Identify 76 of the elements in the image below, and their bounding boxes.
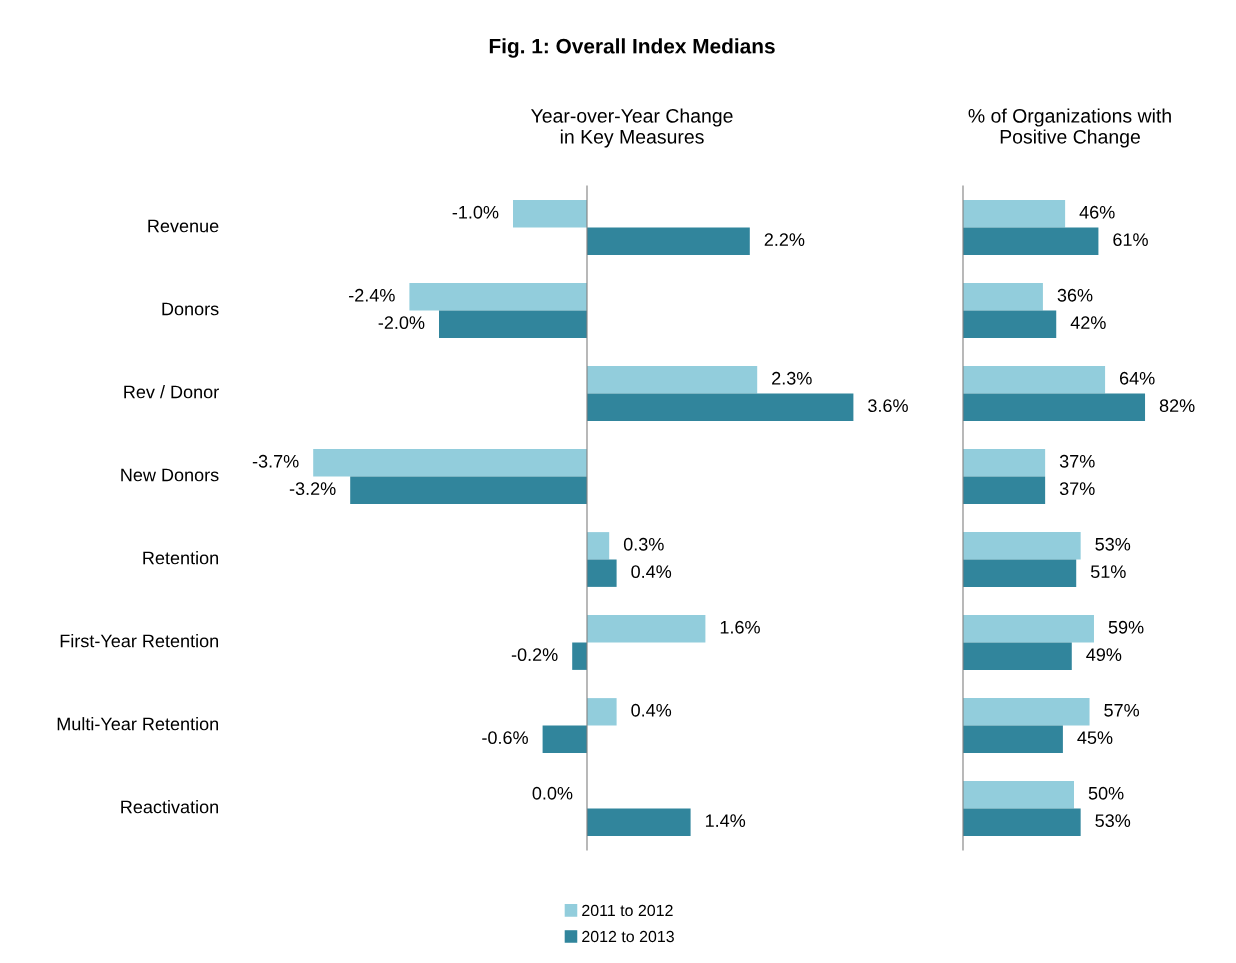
data-label: 1.6% [720, 620, 760, 634]
data-label: 2.2% [764, 233, 805, 246]
y-tick-label: Reactivation [121, 800, 218, 814]
bar [963, 642, 1072, 670]
y-tick-label: Multi-Year Retention [57, 717, 218, 731]
data-label: 3.6% [868, 399, 908, 413]
bar [963, 725, 1063, 753]
data-label: 49% [1086, 648, 1122, 662]
bar [963, 615, 1094, 643]
data-label: -1.0% [452, 205, 499, 219]
bar [963, 283, 1043, 311]
bar [587, 393, 854, 421]
bar [587, 227, 750, 255]
chart-subtitle: Year-over-Year Change in Key Measures [530, 108, 733, 148]
data-label: 42% [1070, 316, 1106, 329]
bar [963, 393, 1146, 421]
data-label: 57% [1104, 703, 1140, 717]
bar [963, 200, 1066, 228]
bar [587, 698, 617, 726]
bar [513, 200, 587, 228]
data-label: 53% [1095, 537, 1131, 551]
bar [963, 227, 1099, 255]
data-label: 50% [1088, 786, 1124, 800]
bar [963, 476, 1046, 504]
data-label: 59% [1108, 620, 1144, 634]
data-label: -0.2% [511, 648, 558, 662]
data-label: 0.4% [631, 565, 672, 579]
bar [587, 366, 758, 394]
bar [963, 366, 1106, 394]
bar [572, 642, 587, 670]
y-tick-label: First-Year Retention [60, 634, 219, 648]
data-label: 61% [1113, 233, 1148, 247]
data-label: 0.0% [532, 786, 573, 800]
chart-title: Fig. 1: Overall Index Medians [489, 38, 775, 58]
bar [587, 808, 691, 836]
bar [409, 283, 587, 311]
legend-label: 2011 to 2012 [582, 904, 673, 917]
bar [587, 615, 706, 643]
data-label: 37% [1059, 454, 1095, 468]
data-label: -3.2% [289, 482, 336, 496]
bar [963, 808, 1081, 836]
bar [439, 310, 587, 338]
data-label: 45% [1077, 731, 1113, 745]
bar [587, 559, 617, 587]
y-tick-label: New Donors [121, 468, 219, 482]
data-label: 0.4% [631, 703, 672, 717]
bar [963, 698, 1090, 726]
bar [542, 725, 587, 753]
bar [313, 449, 587, 477]
bar [963, 532, 1081, 560]
data-label: 51% [1090, 565, 1126, 579]
data-label: 46% [1079, 205, 1115, 219]
data-label: -2.0% [378, 316, 425, 330]
data-label: -2.4% [349, 288, 395, 302]
data-label: 37% [1059, 482, 1095, 496]
data-label: 82% [1159, 399, 1195, 413]
legend-label: 2012 to 2013 [582, 930, 674, 943]
y-tick-label: Revenue [148, 219, 219, 233]
bar [963, 310, 1057, 338]
data-label: 53% [1095, 814, 1131, 828]
bar [963, 559, 1077, 587]
bar [963, 449, 1046, 477]
data-label: 0.3% [623, 537, 664, 551]
data-label: 36% [1057, 288, 1093, 302]
data-label: -0.6% [482, 731, 528, 745]
bar [350, 476, 587, 504]
data-label: 1.4% [705, 814, 746, 827]
chart-subtitle: % of Organizations with Positive Change [968, 108, 1171, 148]
data-label: -3.7% [252, 454, 299, 468]
y-tick-label: Retention [143, 551, 218, 565]
y-tick-label: Rev / Donor [124, 385, 219, 399]
bar [963, 781, 1074, 809]
data-label: 64% [1120, 371, 1155, 385]
data-label: 2.3% [772, 371, 812, 385]
bar [587, 532, 610, 560]
y-tick-label: Donors [162, 302, 219, 316]
